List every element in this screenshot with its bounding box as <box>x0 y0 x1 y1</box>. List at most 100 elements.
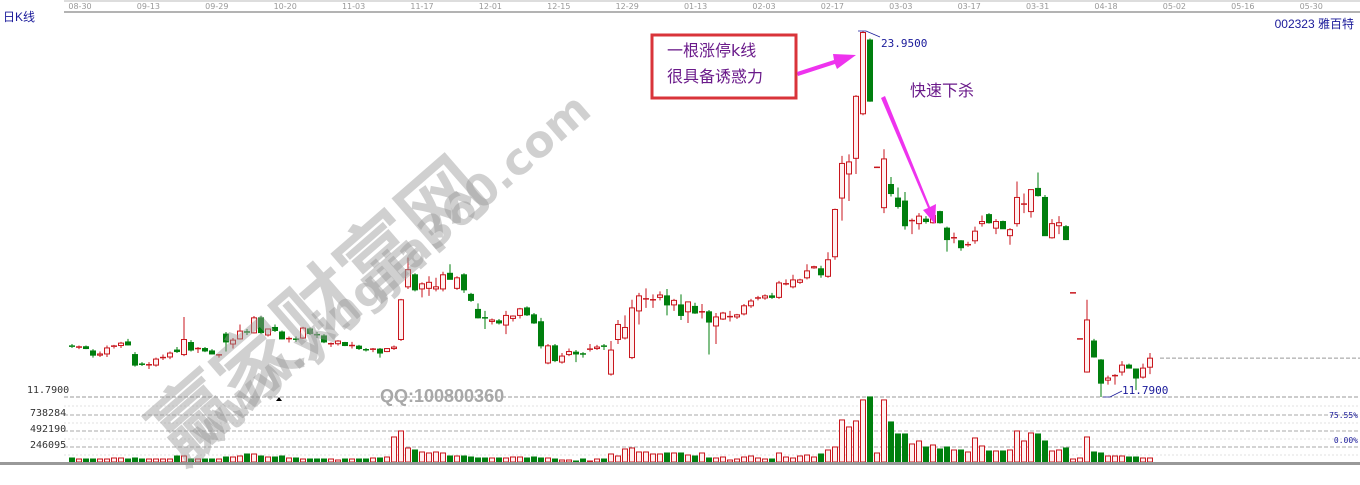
candle <box>881 149 887 214</box>
candle-body <box>853 95 859 159</box>
volume-bar <box>405 447 411 463</box>
candle-body <box>769 295 775 298</box>
candle-body <box>790 279 796 288</box>
x-tick-label: 09-13 <box>137 2 160 11</box>
candle-body <box>685 301 691 313</box>
candle <box>286 336 292 343</box>
volume-bar <box>461 455 467 463</box>
candle <box>923 216 929 224</box>
candle <box>902 192 908 230</box>
candle-body <box>104 347 110 355</box>
candle-body <box>832 208 838 258</box>
volume-bar <box>804 454 810 463</box>
candle <box>706 310 712 355</box>
volume-bar <box>776 452 782 463</box>
candle-body <box>692 305 698 314</box>
candle <box>692 302 698 314</box>
candle <box>482 310 488 329</box>
volume-bar <box>1049 450 1055 463</box>
candle-body <box>167 352 173 358</box>
candle-body <box>1133 368 1139 379</box>
candle <box>118 341 124 348</box>
candle-body <box>1042 196 1048 237</box>
volume-bar <box>797 455 803 463</box>
x-tick-label: 05-02 <box>1163 2 1186 11</box>
candle-body <box>657 294 663 298</box>
candle <box>454 276 460 290</box>
volume-axis-label-3: 246095 <box>30 440 67 451</box>
high-label-leader <box>858 30 881 38</box>
volume-bar <box>503 457 509 463</box>
volume-bar <box>699 452 705 463</box>
volume-bar <box>146 458 152 463</box>
candle-body <box>398 299 404 341</box>
price-axis-min: 11.7900 <box>27 385 70 396</box>
candle <box>412 273 418 292</box>
volume-bar <box>1126 456 1132 463</box>
candle <box>153 357 159 367</box>
candle <box>90 349 96 358</box>
candle-body <box>342 342 348 347</box>
volume-bar <box>965 451 971 463</box>
volume-bar <box>377 457 383 463</box>
candle <box>713 313 719 345</box>
volume-bar <box>685 454 691 463</box>
right-percent-top: 75.55% <box>1329 411 1358 420</box>
candle-body <box>944 227 950 241</box>
high-price-label: 23.9500 <box>881 37 928 50</box>
volume-bar <box>1084 436 1090 463</box>
volume-bar <box>1091 451 1097 463</box>
candle <box>517 307 523 319</box>
candle <box>853 95 859 174</box>
candle-body <box>972 230 978 242</box>
volume-bar <box>440 452 446 463</box>
volume-bar <box>349 458 355 463</box>
candle <box>972 226 978 244</box>
candle <box>552 344 558 363</box>
volume-bar <box>258 455 264 463</box>
volume-bar <box>1070 458 1076 463</box>
candle-body <box>545 345 551 364</box>
volume-bar <box>1112 455 1118 463</box>
candle <box>335 340 341 346</box>
candle <box>937 210 943 224</box>
candle-body <box>202 348 208 352</box>
marker-triangle-icon <box>276 397 282 401</box>
candle <box>433 277 439 292</box>
volume-bar <box>1056 449 1062 463</box>
volume-bar <box>958 449 964 463</box>
candle <box>944 226 950 252</box>
candle-body <box>860 32 866 115</box>
candle <box>1098 359 1104 397</box>
volume-bar <box>769 458 775 463</box>
volume-bar <box>867 396 873 463</box>
volume-bar <box>139 458 145 463</box>
candle <box>629 299 635 360</box>
candle <box>741 303 747 316</box>
candle <box>475 303 481 319</box>
candle <box>839 155 845 221</box>
candle-body <box>678 304 684 316</box>
volume-bar <box>314 458 320 463</box>
candle-body <box>1035 187 1041 197</box>
candle <box>181 316 187 357</box>
volume-bar <box>286 457 292 463</box>
volume-bar <box>888 421 894 463</box>
volume-bar <box>1021 440 1027 463</box>
candle-body <box>986 214 992 224</box>
candle <box>636 292 642 325</box>
volume-bar <box>734 458 740 463</box>
volume-bar <box>356 458 362 463</box>
candle <box>1133 368 1139 391</box>
stock-code: 002323 <box>1274 17 1315 31</box>
candle-body <box>1126 364 1132 369</box>
candle <box>783 279 789 286</box>
volume-bar <box>790 457 796 463</box>
stock-title: 002323 雅百特 <box>1275 15 1354 32</box>
candle-body <box>1147 357 1153 368</box>
volume-bar <box>83 458 89 463</box>
arrow-fast-drop <box>881 96 936 224</box>
candle <box>69 344 75 348</box>
candle <box>510 315 516 322</box>
candle <box>1147 353 1153 375</box>
